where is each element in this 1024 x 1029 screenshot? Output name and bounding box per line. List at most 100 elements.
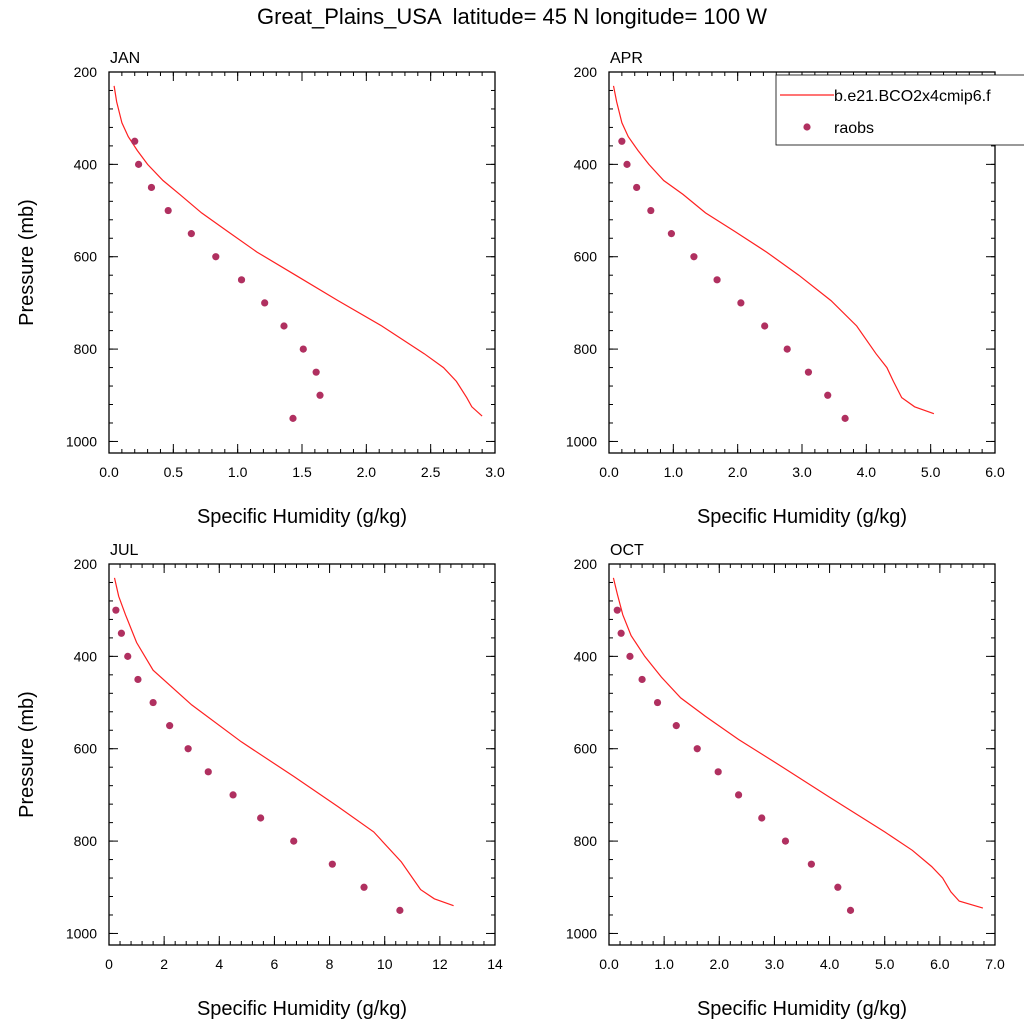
x-tick-label: 2.0 xyxy=(728,464,748,480)
raobs-point xyxy=(626,652,634,660)
raobs-point xyxy=(212,253,220,261)
raobs-point xyxy=(290,837,298,845)
x-tick-label: 4.0 xyxy=(857,464,877,480)
figure-title: Great_Plains_USA latitude= 45 N longitud… xyxy=(257,4,767,29)
raobs-point xyxy=(184,745,192,753)
legend-box xyxy=(775,74,1024,146)
y-tick-label: 600 xyxy=(74,249,98,265)
legend-marker-swatch xyxy=(803,123,811,131)
x-tick-label: 2.5 xyxy=(421,464,441,480)
model-profile-line xyxy=(113,85,483,417)
x-tick-label: 1.5 xyxy=(292,464,312,480)
raobs-point xyxy=(653,698,662,707)
raobs-point xyxy=(147,183,156,192)
x-tick-label: 0 xyxy=(105,956,113,972)
panel-label: JAN xyxy=(110,50,140,67)
raobs-point xyxy=(783,345,791,353)
model-profile-line xyxy=(612,85,935,415)
raobs-point xyxy=(164,206,172,215)
raobs-point xyxy=(737,299,745,307)
raobs-point xyxy=(149,698,157,707)
raobs-point xyxy=(134,160,143,168)
y-tick-label: 1000 xyxy=(66,925,97,941)
panel-label: JUL xyxy=(110,542,139,559)
model-profile-line xyxy=(113,577,454,907)
raobs-point xyxy=(807,860,815,868)
x-tick-label: 0.0 xyxy=(599,956,619,972)
y-tick-label: 800 xyxy=(574,833,598,849)
raobs-point xyxy=(824,391,832,399)
panel-oct: OCT 0.0 1.0 2.0 3.0 4.0 5.0 6.0 7.0 200 400 600 800 1… xyxy=(566,542,1005,1020)
x-tick-label: 2.0 xyxy=(357,464,377,480)
y-tick-label: 800 xyxy=(74,341,98,357)
raobs-point xyxy=(714,768,722,776)
raobs-point xyxy=(638,675,646,684)
x-axis-title: Specific Humidity (g/kg) xyxy=(197,998,407,1020)
raobs-point xyxy=(280,322,288,330)
panel-apr: APR 0.0 1.0 2.0 3.0 4.0 5.0 6.0 200 400 600 800 1000… xyxy=(566,50,1005,528)
x-tick-label: 1.0 xyxy=(664,464,684,480)
x-tick-label: 4 xyxy=(215,956,223,972)
raobs-point xyxy=(846,906,855,914)
x-tick-label: 10 xyxy=(377,956,393,972)
y-tick-label: 600 xyxy=(574,741,598,757)
panel-jul: JUL 0 2 4 6 8 10 12 14 200 400 600 800 1000 Specific H… xyxy=(16,542,503,1020)
raobs-point xyxy=(328,860,336,868)
y-tick-label: 1000 xyxy=(566,433,597,449)
y-tick-label: 800 xyxy=(574,341,598,357)
x-tick-label: 5.0 xyxy=(921,464,941,480)
y-tick-label: 200 xyxy=(74,64,98,80)
raobs-point xyxy=(781,837,790,845)
y-tick-label: 1000 xyxy=(66,433,97,449)
raobs-point xyxy=(761,322,769,330)
y-tick-label: 200 xyxy=(574,556,598,572)
raobs-point xyxy=(261,299,269,307)
raobs-point xyxy=(204,768,212,776)
raobs-point xyxy=(124,652,132,660)
raobs-point xyxy=(166,722,174,730)
raobs-point xyxy=(117,629,126,637)
x-tick-label: 4.0 xyxy=(820,956,840,972)
raobs-point xyxy=(257,814,265,822)
raobs-point xyxy=(623,160,631,168)
raobs-point xyxy=(672,722,680,730)
raobs-point xyxy=(804,368,813,376)
raobs-point xyxy=(229,791,237,799)
y-tick-label: 600 xyxy=(74,741,98,757)
raobs-point xyxy=(713,276,721,284)
raobs-point xyxy=(360,883,368,891)
raobs-point xyxy=(237,276,246,284)
raobs-point xyxy=(613,606,621,614)
x-tick-label: 3.0 xyxy=(792,464,812,480)
x-tick-label: 3.0 xyxy=(765,956,785,972)
x-tick-label: 0.0 xyxy=(99,464,119,480)
legend-obs-label: raobs xyxy=(834,120,874,137)
raobs-point xyxy=(758,814,766,822)
raobs-point xyxy=(312,368,320,376)
raobs-point xyxy=(187,230,195,238)
x-tick-label: 8 xyxy=(326,956,334,972)
x-tick-label: 6.0 xyxy=(985,464,1005,480)
x-axis-title: Specific Humidity (g/kg) xyxy=(697,998,907,1020)
x-tick-label: 5.0 xyxy=(875,956,895,972)
raobs-point xyxy=(299,345,307,353)
y-tick-label: 200 xyxy=(74,556,98,572)
x-axis-title: Specific Humidity (g/kg) xyxy=(197,506,407,528)
raobs-point xyxy=(841,414,849,422)
raobs-point xyxy=(667,230,676,238)
raobs-point xyxy=(316,391,324,399)
raobs-point xyxy=(633,183,641,192)
x-tick-label: 12 xyxy=(432,956,448,972)
raobs-point xyxy=(690,253,698,261)
raobs-point xyxy=(647,206,655,215)
raobs-point xyxy=(134,675,142,684)
y-tick-label: 400 xyxy=(74,156,98,172)
legend-model-label: b.e21.BCO2x4cmip6.f xyxy=(834,88,991,105)
raobs-point xyxy=(734,791,743,799)
legend: b.e21.BCO2x4cmip6.f raobs xyxy=(775,74,1024,146)
x-tick-label: 2.0 xyxy=(710,956,730,972)
x-tick-label: 7.0 xyxy=(985,956,1005,972)
x-tick-label: 1.0 xyxy=(228,464,248,480)
